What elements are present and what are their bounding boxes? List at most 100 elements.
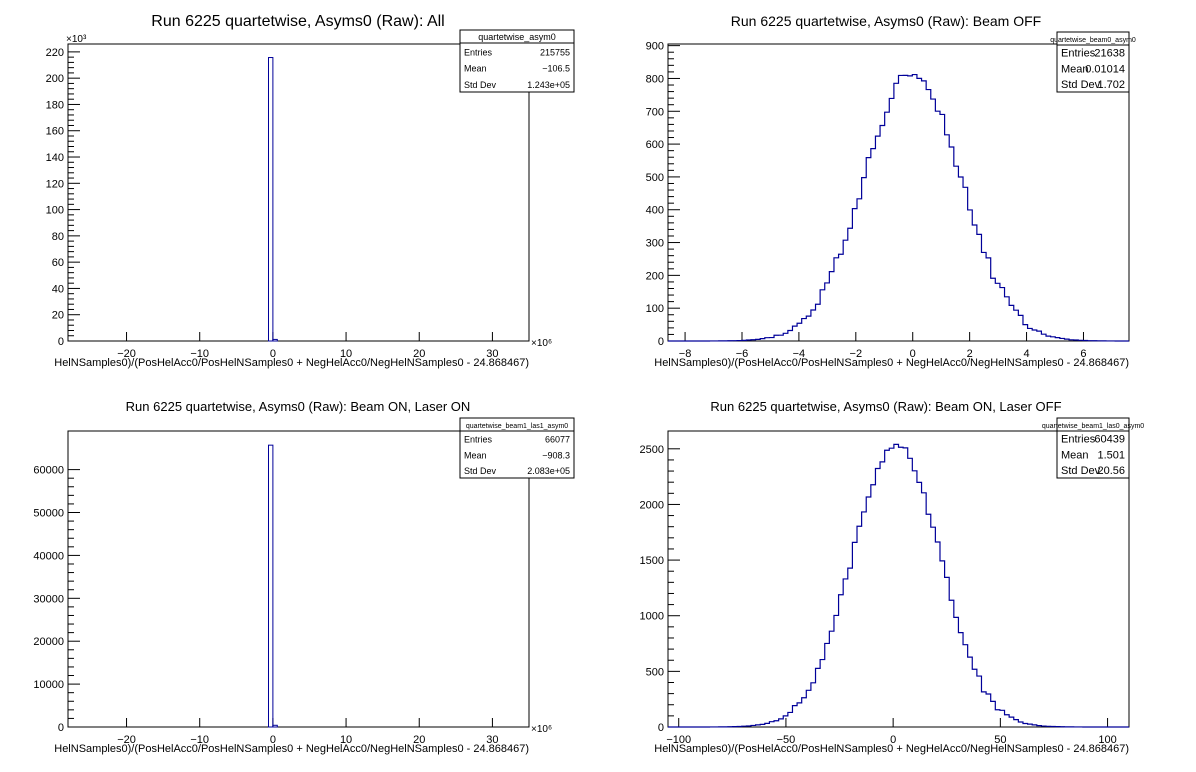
x-tick-label: 10 <box>340 348 352 360</box>
x-axis-label: HelNSamples0)/(PosHelAcc0/PosHelNSamples… <box>654 743 1129 755</box>
y-tick-label: 140 <box>46 152 64 164</box>
x-tick-label: 0 <box>910 348 916 360</box>
x-tick-label: 2 <box>967 348 973 360</box>
stats-row-value: 1.501 <box>1097 449 1125 461</box>
histogram-panel-4: Run 6225 quartetwise, Asyms0 (Raw): Beam… <box>640 399 1145 755</box>
y-tick-label: 1500 <box>640 555 664 567</box>
x-tick-label: 30 <box>486 734 498 746</box>
plot-frame <box>667 43 1130 342</box>
stats-row-value: 60439 <box>1094 434 1125 446</box>
x-tick-label: −20 <box>117 348 136 360</box>
x-tick-label: 4 <box>1023 348 1029 360</box>
x-tick-label: 20 <box>413 734 425 746</box>
stats-row-label: Entries <box>464 435 493 445</box>
stats-row-label: Std Dev <box>464 466 497 476</box>
stats-box: quartetwise_beam1_las1_asym0 Entries 66077… <box>459 417 575 479</box>
y-tick-label: 60 <box>52 257 64 269</box>
y-tick-label: 400 <box>646 205 664 217</box>
y-tick-label: 500 <box>646 666 664 678</box>
chart-title: Run 6225 quartetwise, Asyms0 (Raw): Beam… <box>126 399 471 414</box>
x-axis-label: HelNSamples0)/(PosHelAcc0/PosHelNSamples… <box>654 357 1129 369</box>
stats-row-label: Entries <box>464 47 493 57</box>
stats-box: quartetwise_beam1_las0_asym0 Entries 60439… <box>1042 417 1144 479</box>
x-tick-label: −4 <box>793 348 806 360</box>
stats-row-value: 0.01014 <box>1085 63 1125 75</box>
stats-row-value: 1.702 <box>1097 79 1125 91</box>
y-tick-label: 40 <box>52 283 64 295</box>
histogram-panel-3: Run 6225 quartetwise, Asyms0 (Raw): Beam… <box>33 399 575 755</box>
y-tick-label: 100 <box>46 205 64 217</box>
y-tick-label: 160 <box>46 126 64 138</box>
x-tick-label: 6 <box>1080 348 1086 360</box>
y-tick-label: 0 <box>658 336 664 348</box>
stats-box-name: quartetwise_beam1_las0_asym0 <box>1042 423 1144 430</box>
y-tick-label: 50000 <box>33 508 64 520</box>
histogram-bin <box>272 724 278 728</box>
y-tick-label: 180 <box>46 99 64 111</box>
stats-row-label: Mean <box>1061 63 1089 75</box>
y-tick-label: 120 <box>46 178 64 190</box>
y-tick-label: 30000 <box>33 593 64 605</box>
plot-frame <box>667 430 1130 728</box>
stats-row-label: Entries <box>1061 48 1096 60</box>
stats-row-value: 21638 <box>1094 48 1125 60</box>
stats-row-label: Mean <box>464 450 487 460</box>
stats-row-value: 2.083e+05 <box>527 466 570 476</box>
y-tick-label: 20000 <box>33 636 64 648</box>
y-tick-label: 300 <box>646 238 664 250</box>
y-tick-label: 900 <box>646 41 664 53</box>
stats-row-value: 20.56 <box>1097 465 1125 477</box>
y-tick-label: 2500 <box>640 444 664 456</box>
y-tick-label: 0 <box>658 722 664 734</box>
stats-box-name: quartetwise_beam1_las1_asym0 <box>466 423 568 430</box>
x-tick-label: −8 <box>679 348 692 360</box>
stats-box-name: quartetwise_asym0 <box>478 32 556 42</box>
stats-box-frame <box>459 29 575 93</box>
stats-box-frame <box>459 417 575 479</box>
stats-row-label: Mean <box>1061 449 1089 461</box>
x-axis-label: HelNSamples0)/(PosHelAcc0/PosHelNSamples… <box>54 357 529 369</box>
x-axis-label: HelNSamples0)/(PosHelAcc0/PosHelNSamples… <box>54 743 529 755</box>
histogram-bin <box>272 338 278 342</box>
y-tick-label: 600 <box>646 139 664 151</box>
stats-box: quartetwise_asym0 Entries 215755 Mean −106.5… <box>459 29 575 93</box>
stats-row-value: 66077 <box>545 435 570 445</box>
y-tick-label: 700 <box>646 106 664 118</box>
x-tick-label: 10 <box>340 734 352 746</box>
stats-row-label: Std Dev <box>1061 79 1101 91</box>
x-tick-label: 20 <box>413 348 425 360</box>
plot-frame <box>67 430 530 728</box>
stats-row-value: −908.3 <box>542 450 570 460</box>
y-tick-label: 0 <box>58 336 64 348</box>
chart-title: Run 6225 quartetwise, Asyms0 (Raw): All <box>151 13 444 30</box>
stats-row-label: Std Dev <box>464 80 497 90</box>
y-tick-label: 20 <box>52 310 64 322</box>
histogram-panel-2: Run 6225 quartetwise, Asyms0 (Raw): Beam… <box>646 13 1136 369</box>
y-tick-label: 0 <box>58 722 64 734</box>
y-tick-label: 800 <box>646 73 664 85</box>
x-tick-label: −50 <box>777 734 796 746</box>
y-exponent-label: ×10³ <box>66 34 87 45</box>
y-tick-label: 200 <box>46 73 64 85</box>
stats-box-name: quartetwise_beam0_asym0 <box>1050 37 1136 44</box>
y-tick-label: 2000 <box>640 499 664 511</box>
y-tick-label: 80 <box>52 231 64 243</box>
x-tick-label: −10 <box>190 734 209 746</box>
chart-title: Run 6225 quartetwise, Asyms0 (Raw): Beam… <box>710 399 1061 414</box>
x-tick-label: 0 <box>270 734 276 746</box>
y-tick-label: 100 <box>646 303 664 315</box>
y-tick-label: 200 <box>646 270 664 282</box>
stats-row-label: Mean <box>464 64 487 74</box>
chart-title: Run 6225 quartetwise, Asyms0 (Raw): Beam… <box>731 13 1041 29</box>
x-tick-label: 0 <box>270 348 276 360</box>
x-tick-label: 50 <box>994 734 1006 746</box>
stats-box-frame <box>1056 417 1130 479</box>
y-tick-label: 60000 <box>33 465 64 477</box>
x-tick-label: 30 <box>486 348 498 360</box>
x-tick-label: −20 <box>117 734 136 746</box>
stats-row-value: 1.243e+05 <box>527 80 570 90</box>
x-exponent-label: ×10⁶ <box>531 724 552 735</box>
stats-box: quartetwise_beam0_asym0 Entries 21638 Mean0… <box>1050 31 1136 93</box>
x-tick-label: 100 <box>1098 734 1116 746</box>
stats-row-value: −106.5 <box>542 64 570 74</box>
